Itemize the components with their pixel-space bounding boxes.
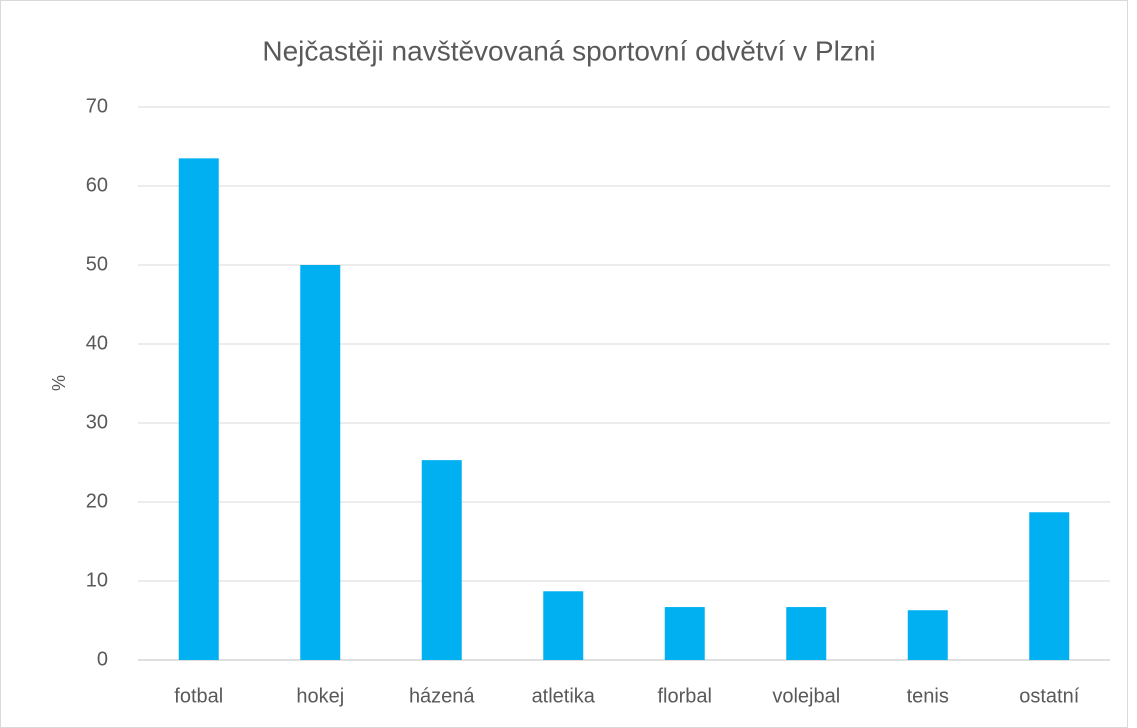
y-tick-label: 60 (86, 174, 108, 196)
bar (421, 460, 462, 660)
bar (1029, 512, 1070, 660)
x-tick-label: fotbal (174, 685, 223, 707)
y-tick-label: 10 (86, 569, 108, 591)
bar (786, 607, 827, 660)
y-axis-label: % (49, 375, 69, 391)
x-tick-label: házená (409, 685, 475, 707)
x-tick-label: atletika (532, 685, 596, 707)
x-tick-label: tenis (907, 685, 949, 707)
bar (664, 607, 705, 660)
y-tick-label: 40 (86, 332, 108, 354)
x-tick-label: florbal (658, 685, 712, 707)
x-tick-label: ostatní (1019, 685, 1079, 707)
x-tick-label: volejbal (772, 685, 840, 707)
bar (907, 610, 948, 660)
bar (543, 591, 584, 660)
y-tick-label: 20 (86, 490, 108, 512)
y-tick-label: 0 (97, 648, 108, 670)
bar (300, 265, 341, 660)
y-tick-label: 30 (86, 411, 108, 433)
x-tick-label: hokej (296, 685, 344, 707)
y-tick-label: 70 (86, 95, 108, 117)
y-tick-label: 50 (86, 253, 108, 275)
bar (178, 158, 219, 660)
chart-title: Nejčastěji navštěvovaná sportovní odvětv… (262, 35, 875, 66)
